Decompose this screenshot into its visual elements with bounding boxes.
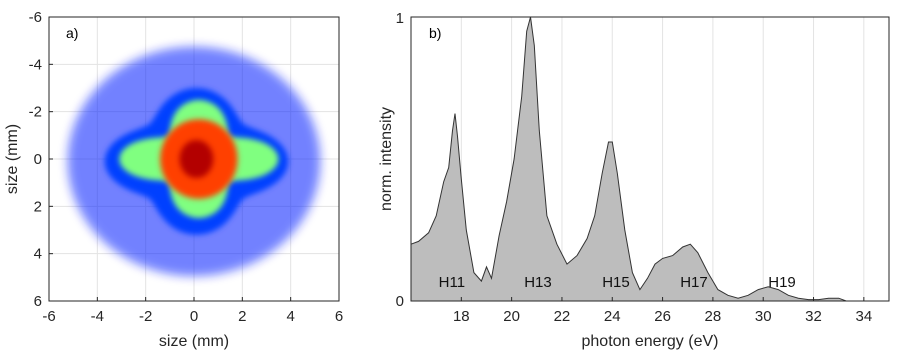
y-tick-label: 1 xyxy=(396,10,404,27)
x-tick-label: -6 xyxy=(42,308,55,325)
x-tick-label: 24 xyxy=(604,308,621,325)
y-tick-label: -4 xyxy=(29,56,42,73)
panel-a-label: a) xyxy=(66,25,78,41)
harmonic-label: H15 xyxy=(602,274,630,291)
harmonic-label: H17 xyxy=(680,274,708,291)
y-tick-label: -6 xyxy=(29,9,42,26)
harmonic-label: H11 xyxy=(439,274,465,291)
x-tick-label: 20 xyxy=(503,308,520,325)
spectrum-line xyxy=(410,16,889,302)
x-tick-label: 2 xyxy=(238,308,246,325)
spectrum-area xyxy=(411,17,889,301)
x-tick-label: 0 xyxy=(190,308,198,325)
y-tick-label: 0 xyxy=(34,151,42,168)
harmonic-label: H13 xyxy=(524,274,552,291)
x-tick-label: -2 xyxy=(139,308,152,325)
y-tick-label: 6 xyxy=(34,293,42,310)
x-tick-label: 32 xyxy=(805,308,822,325)
beam-profile-image xyxy=(67,46,321,277)
x-tick-label: 18 xyxy=(453,308,470,325)
y-tick-label: 2 xyxy=(34,198,42,215)
panel-b-ylabel: norm. intensity xyxy=(378,107,395,211)
harmonic-label: H19 xyxy=(768,274,796,291)
beam-peak xyxy=(179,139,214,179)
x-tick-label: 34 xyxy=(855,308,872,325)
x-tick-label: 26 xyxy=(654,308,671,325)
panel-b-label: b) xyxy=(429,25,441,41)
x-tick-label: 4 xyxy=(286,308,294,325)
x-tick-label: -4 xyxy=(91,308,104,325)
panel-a-ylabel: size (mm) xyxy=(4,124,21,194)
x-tick-label: 6 xyxy=(335,308,343,325)
harmonic-labels: H11 H13 H15 H17 H19 xyxy=(439,274,796,291)
y-tick-label: 0 xyxy=(396,293,404,310)
x-tick-label: 28 xyxy=(705,308,722,325)
y-tick-label: -2 xyxy=(29,104,42,121)
panel-b-frame xyxy=(410,16,890,302)
x-tick-label: 30 xyxy=(755,308,772,325)
panel-b-ticks: 18 20 22 24 26 28 30 32 34 0 1 xyxy=(396,10,873,325)
panel-a-xlabel: size (mm) xyxy=(159,333,229,350)
y-tick-label: 4 xyxy=(34,246,42,263)
x-tick-label: 22 xyxy=(554,308,571,325)
panel-b-xlabel: photon energy (eV) xyxy=(582,333,719,350)
